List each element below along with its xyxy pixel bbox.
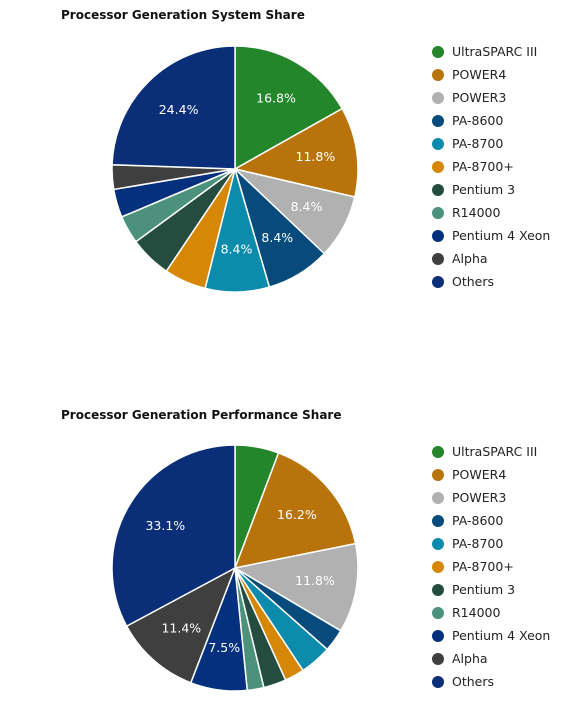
- legend-swatch: [432, 183, 444, 196]
- legend-item-pa-8600: PA-8600: [432, 109, 550, 132]
- data-label-others: 33.1%: [145, 518, 185, 533]
- legend-item-others: Others: [432, 670, 550, 693]
- data-label-pa-8700: 8.4%: [221, 242, 253, 257]
- legend-item-power3: POWER3: [432, 86, 550, 109]
- legend-swatch: [432, 560, 444, 573]
- legend-item-power4: POWER4: [432, 463, 550, 486]
- data-label-power3: 11.8%: [295, 573, 335, 588]
- legend-item-pa-8600: PA-8600: [432, 509, 550, 532]
- legend-item-others: Others: [432, 270, 550, 293]
- legend-swatch: [432, 652, 444, 665]
- pie-slice-power4: [232, 107, 359, 198]
- system-share-chart: Processor Generation System Share 16.8% 1…: [61, 8, 550, 293]
- legend-swatch: [432, 91, 444, 104]
- data-label-pa-8600: 8.4%: [261, 230, 293, 245]
- legend-label: UltraSPARC III: [452, 444, 538, 459]
- legend-label: Pentium 3: [452, 582, 516, 597]
- data-label-alpha: 11.4%: [161, 620, 201, 635]
- pie-slice-ultrasparc-iii: [234, 45, 344, 171]
- chart-legend: UltraSPARC III POWER4 POWER3 PA-8600 PA-8700…: [432, 440, 550, 693]
- legend-swatch: [432, 445, 444, 458]
- legend-swatch: [432, 675, 444, 688]
- legend-item-pa-8700: PA-8700+: [432, 155, 550, 178]
- legend-label: Pentium 4 Xeon: [452, 628, 551, 643]
- legend-swatch: [432, 629, 444, 642]
- legend-swatch: [432, 491, 444, 504]
- legend-item-pa-8700: PA-8700+: [432, 555, 550, 578]
- legend-label: POWER3: [452, 490, 507, 505]
- pie-slice-power4: [233, 451, 357, 570]
- legend-label: R14000: [452, 605, 501, 620]
- legend-item-ultrasparc-iii: UltraSPARC III: [432, 440, 550, 463]
- legend-item-pentium-3: Pentium 3: [432, 178, 550, 201]
- legend-item-power4: POWER4: [432, 63, 550, 86]
- legend-swatch: [432, 229, 444, 242]
- legend-label: Alpha: [452, 251, 488, 266]
- pie-slice-others: [111, 444, 236, 628]
- data-label-power3: 8.4%: [291, 199, 323, 214]
- legend-item-ultrasparc-iii: UltraSPARC III: [432, 40, 550, 63]
- legend-label: PA-8600: [452, 113, 504, 128]
- system-share-pie: 16.8% 11.8% 8.4% 8.4% 8.4% 24.4%: [111, 45, 359, 293]
- legend-item-pa-8700: PA-8700: [432, 132, 550, 155]
- legend-label: PA-8700: [452, 536, 504, 551]
- legend-label: Pentium 3: [452, 182, 516, 197]
- legend-swatch: [432, 537, 444, 550]
- legend-label: POWER3: [452, 90, 507, 105]
- legend-label: R14000: [452, 205, 501, 220]
- legend-swatch: [432, 206, 444, 219]
- data-label-others: 24.4%: [159, 102, 199, 117]
- legend-item-alpha: Alpha: [432, 647, 550, 670]
- legend-item-pentium-4-xeon: Pentium 4 Xeon: [432, 224, 550, 247]
- data-label-ultrasparc-iii: 16.8%: [256, 90, 296, 105]
- legend-label: UltraSPARC III: [452, 44, 538, 59]
- data-label-power4: 11.8%: [296, 149, 336, 164]
- legend-label: Others: [452, 674, 495, 689]
- legend-item-pentium-3: Pentium 3: [432, 578, 550, 601]
- legend-item-pentium-4-xeon: Pentium 4 Xeon: [432, 624, 550, 647]
- data-label-power4: 16.2%: [277, 507, 317, 522]
- chart-title: Processor Generation System Share: [61, 8, 305, 22]
- pie-slice-power3: [232, 542, 359, 632]
- legend-item-pa-8700: PA-8700: [432, 532, 550, 555]
- legend-swatch: [432, 68, 444, 81]
- legend-swatch: [432, 583, 444, 596]
- chart-legend: UltraSPARC III POWER4 POWER3 PA-8600 PA-8700…: [432, 40, 550, 293]
- data-label-pentium-4-xeon: 7.5%: [208, 640, 240, 655]
- pie-slice-alpha: [125, 566, 237, 684]
- legend-label: PA-8600: [452, 513, 504, 528]
- legend-swatch: [432, 114, 444, 127]
- legend-label: POWER4: [452, 467, 507, 482]
- chart-title: Processor Generation Performance Share: [61, 408, 342, 422]
- legend-swatch: [432, 275, 444, 288]
- legend-swatch: [432, 252, 444, 265]
- legend-label: POWER4: [452, 67, 507, 82]
- legend-item-r14000: R14000: [432, 601, 550, 624]
- legend-swatch: [432, 137, 444, 150]
- performance-share-chart: Processor Generation Performance Share 1…: [0, 361, 588, 722]
- legend-swatch: [432, 160, 444, 173]
- legend-label: PA-8700+: [452, 159, 514, 174]
- legend-label: Others: [452, 274, 495, 289]
- legend-label: PA-8700: [452, 136, 504, 151]
- pie-slice-others: [111, 45, 236, 170]
- legend-label: Alpha: [452, 651, 488, 666]
- legend-swatch: [432, 468, 444, 481]
- legend-label: Pentium 4 Xeon: [452, 228, 551, 243]
- legend-item-power3: POWER3: [432, 486, 550, 509]
- legend-item-r14000: R14000: [432, 201, 550, 224]
- legend-label: PA-8700+: [452, 559, 514, 574]
- performance-share-pie: 16.2% 11.8% 7.5% 11.4% 33.1%: [111, 444, 359, 692]
- legend-swatch: [432, 606, 444, 619]
- legend-item-alpha: Alpha: [432, 247, 550, 270]
- legend-swatch: [432, 45, 444, 58]
- legend-swatch: [432, 514, 444, 527]
